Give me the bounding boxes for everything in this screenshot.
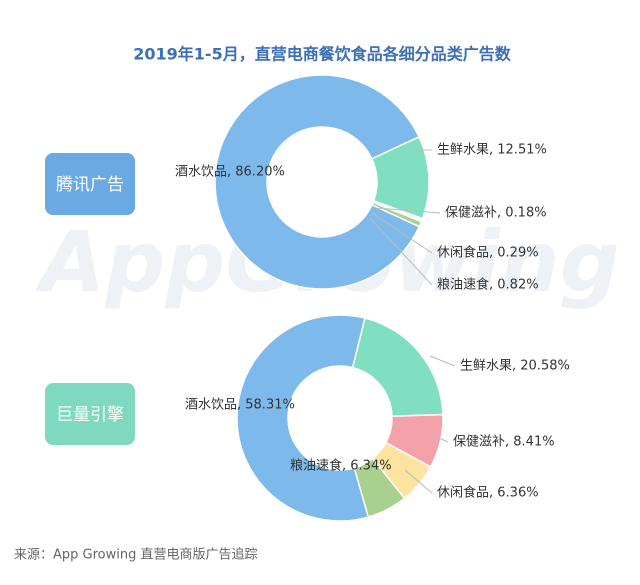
slice-label: 生鲜水果, 20.58% xyxy=(460,359,570,374)
platform-label: 腾讯广告 xyxy=(56,175,124,195)
leader-line xyxy=(404,469,433,494)
slice-label: 生鲜水果, 12.51% xyxy=(437,143,547,158)
leader-line xyxy=(375,207,441,214)
slice-label: 酒水饮品, 58.31% xyxy=(185,398,295,413)
slice-label: 粮油速食, 0.82% xyxy=(437,277,539,293)
slice-label: 休闲食品, 0.29% xyxy=(437,245,539,261)
platform-badge xyxy=(45,383,135,445)
slice-label: 保健滋补, 0.18% xyxy=(445,206,547,221)
slice-label: 粮油速食, 6.34% xyxy=(290,458,392,474)
platform-label: 巨量引擎 xyxy=(56,405,124,425)
leader-line xyxy=(429,355,456,367)
donut-slice xyxy=(351,317,444,418)
platform-badge xyxy=(45,153,135,215)
source-note: 来源：App Growing 直营电商版广告追踪 xyxy=(14,547,257,563)
donut-slice xyxy=(214,74,421,290)
page-title: 2019年1-5月，直营电商餐饮食品各细分品类广告数 xyxy=(133,45,511,64)
leader-line xyxy=(369,217,433,286)
slice-label: 休闲食品, 6.36% xyxy=(437,485,539,501)
slice-label: 酒水饮品, 86.20% xyxy=(175,165,285,180)
leader-line xyxy=(431,434,449,443)
slice-label: 保健滋补, 8.41% xyxy=(453,435,555,450)
donut-slice xyxy=(236,314,370,522)
leader-line xyxy=(371,212,433,254)
